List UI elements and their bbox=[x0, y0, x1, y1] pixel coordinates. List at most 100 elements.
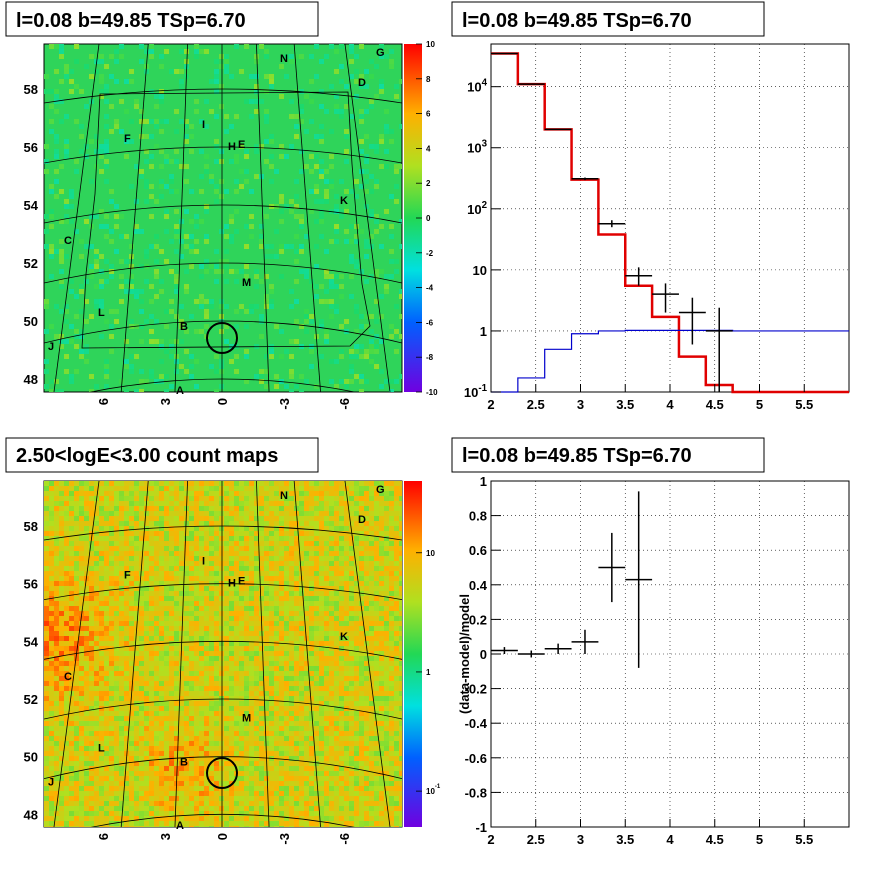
map-pixel bbox=[219, 611, 224, 616]
map-pixel bbox=[369, 576, 374, 581]
map-pixel bbox=[254, 531, 259, 536]
map-pixel bbox=[94, 576, 99, 581]
map-pixel bbox=[364, 566, 369, 571]
map-pixel bbox=[179, 511, 184, 516]
map-pixel bbox=[324, 636, 329, 641]
map-pixel bbox=[329, 706, 334, 711]
map-pixel bbox=[164, 621, 169, 626]
map-pixel bbox=[244, 526, 249, 531]
map-pixel bbox=[339, 179, 344, 184]
map-pixel bbox=[309, 516, 314, 521]
map-pixel bbox=[329, 129, 334, 134]
map-pixel bbox=[369, 329, 374, 334]
map-pixel bbox=[139, 531, 144, 536]
map-pixel bbox=[89, 139, 94, 144]
map-pixel bbox=[149, 741, 154, 746]
map-pixel bbox=[294, 384, 299, 389]
map-pixel bbox=[304, 626, 309, 631]
map-pixel bbox=[254, 521, 259, 526]
map-pixel bbox=[199, 626, 204, 631]
map-pixel bbox=[139, 309, 144, 314]
map-pixel bbox=[194, 606, 199, 611]
map-pixel bbox=[174, 576, 179, 581]
map-pixel bbox=[274, 646, 279, 651]
map-pixel bbox=[344, 626, 349, 631]
map-pixel bbox=[349, 611, 354, 616]
map-pixel bbox=[244, 581, 249, 586]
map-pixel bbox=[289, 691, 294, 696]
map-pixel bbox=[199, 566, 204, 571]
map-pixel bbox=[134, 561, 139, 566]
map-pixel bbox=[399, 516, 402, 521]
map-pixel bbox=[119, 631, 124, 636]
map-pixel bbox=[164, 154, 169, 159]
map-pixel bbox=[224, 601, 229, 606]
map-pixel bbox=[174, 486, 179, 491]
map-pixel bbox=[389, 49, 394, 54]
map-pixel bbox=[309, 636, 314, 641]
map-pixel bbox=[119, 646, 124, 651]
map-pixel bbox=[209, 536, 214, 541]
map-pixel bbox=[379, 671, 384, 676]
map-pixel bbox=[164, 676, 169, 681]
map-pixel bbox=[134, 99, 139, 104]
map-pixel bbox=[159, 656, 164, 661]
map-pixel bbox=[54, 636, 59, 641]
map-pixel bbox=[364, 324, 369, 329]
map-pixel bbox=[234, 596, 239, 601]
map-pixel bbox=[179, 661, 184, 666]
map-pixel bbox=[194, 329, 199, 334]
map-pixel bbox=[139, 671, 144, 676]
map-pixel bbox=[159, 511, 164, 516]
map-pixel bbox=[239, 711, 244, 716]
map-pixel bbox=[359, 596, 364, 601]
map-pixel bbox=[374, 364, 379, 369]
map-pixel bbox=[54, 194, 59, 199]
map-pixel bbox=[129, 511, 134, 516]
map-pixel bbox=[339, 526, 344, 531]
map-pixel bbox=[189, 726, 194, 731]
map-pixel bbox=[304, 736, 309, 741]
map-pixel bbox=[304, 596, 309, 601]
map-pixel bbox=[194, 596, 199, 601]
map-pixel bbox=[214, 546, 219, 551]
map-pixel bbox=[184, 631, 189, 636]
map-pixel bbox=[244, 501, 249, 506]
map-pixel bbox=[274, 571, 279, 576]
map-pixel bbox=[214, 631, 219, 636]
map-pixel bbox=[59, 611, 64, 616]
map-pixel bbox=[379, 384, 384, 389]
map-pixel bbox=[214, 641, 219, 646]
map-pixel bbox=[104, 721, 109, 726]
map-pixel bbox=[279, 581, 284, 586]
map-pixel bbox=[74, 344, 79, 349]
map-pixel bbox=[229, 234, 234, 239]
map-pixel bbox=[294, 636, 299, 641]
map-pixel bbox=[289, 561, 294, 566]
map-pixel bbox=[304, 576, 309, 581]
map-pixel bbox=[234, 561, 239, 566]
colorbar-tick-label: 6 bbox=[426, 110, 431, 119]
map-pixel bbox=[119, 676, 124, 681]
map-pixel bbox=[194, 486, 199, 491]
map-pixel bbox=[69, 546, 74, 551]
map-pixel bbox=[399, 531, 402, 536]
map-pixel bbox=[219, 731, 224, 736]
map-pixel bbox=[179, 521, 184, 526]
map-pixel bbox=[364, 576, 369, 581]
map-pixel bbox=[244, 596, 249, 601]
map-pixel bbox=[349, 556, 354, 561]
map-pixel bbox=[364, 501, 369, 506]
map-pixel bbox=[169, 661, 174, 666]
map-pixel bbox=[324, 199, 329, 204]
map-pixel bbox=[269, 626, 274, 631]
map-pixel bbox=[374, 506, 379, 511]
map-pixel bbox=[169, 299, 174, 304]
map-pixel bbox=[349, 481, 354, 486]
map-pixel bbox=[294, 711, 299, 716]
map-pixel bbox=[314, 736, 319, 741]
map-pixel bbox=[199, 691, 204, 696]
map-pixel bbox=[69, 606, 74, 611]
map-pixel bbox=[284, 546, 289, 551]
map-pixel bbox=[249, 491, 254, 496]
